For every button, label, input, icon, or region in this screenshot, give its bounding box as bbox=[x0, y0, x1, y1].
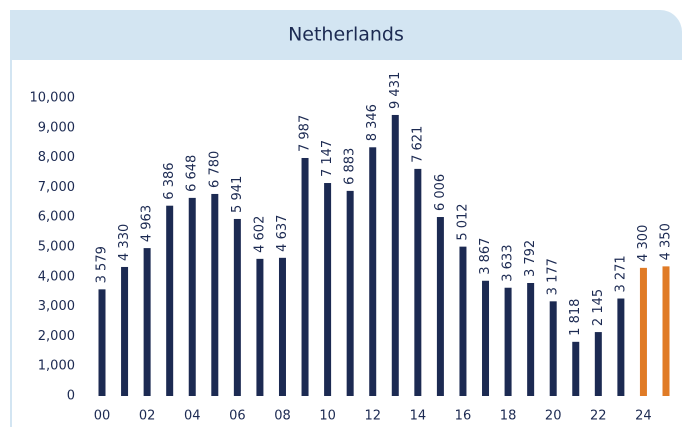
value-label: 7 621 bbox=[410, 126, 425, 163]
bar bbox=[527, 282, 535, 396]
value-label: 3 867 bbox=[478, 238, 493, 275]
value-label: 3 792 bbox=[523, 240, 538, 277]
y-tick-label: 0 bbox=[67, 389, 75, 404]
value-label: 6 883 bbox=[343, 148, 358, 185]
value-label: 4 300 bbox=[636, 225, 651, 262]
y-tick-label: 8,000 bbox=[38, 150, 75, 165]
bar bbox=[369, 147, 377, 396]
x-tick-label: 18 bbox=[500, 409, 517, 424]
x-tick-label: 14 bbox=[410, 409, 427, 424]
bar bbox=[188, 197, 196, 396]
value-label: 6 006 bbox=[433, 174, 448, 211]
bar bbox=[121, 266, 129, 396]
bar bbox=[639, 267, 647, 396]
bar bbox=[301, 157, 309, 396]
x-tick-label: 08 bbox=[274, 409, 291, 424]
y-tick-label: 6,000 bbox=[38, 210, 75, 225]
value-label: 6 780 bbox=[207, 151, 222, 188]
header-band bbox=[10, 10, 682, 60]
y-tick-label: 4,000 bbox=[38, 269, 75, 284]
x-tick-label: 16 bbox=[455, 409, 472, 424]
bar bbox=[256, 258, 264, 396]
bar bbox=[346, 190, 354, 396]
bar bbox=[572, 341, 580, 396]
value-label: 4 602 bbox=[252, 216, 267, 253]
value-label: 5 012 bbox=[455, 203, 470, 240]
value-label: 3 177 bbox=[546, 258, 561, 295]
value-label: 5 941 bbox=[230, 176, 245, 213]
bar bbox=[436, 217, 444, 396]
value-label: 8 346 bbox=[365, 104, 380, 141]
bar bbox=[482, 280, 490, 396]
x-tick-label: 00 bbox=[94, 409, 111, 424]
value-label: 6 648 bbox=[185, 155, 200, 192]
bar bbox=[233, 218, 241, 396]
bar bbox=[166, 205, 174, 396]
x-tick-label: 06 bbox=[229, 409, 246, 424]
value-label: 6 386 bbox=[162, 162, 177, 199]
bar bbox=[98, 289, 106, 396]
value-label: 4 330 bbox=[117, 224, 132, 261]
bar bbox=[594, 332, 602, 396]
x-tick-label: 20 bbox=[545, 409, 562, 424]
value-label: 9 431 bbox=[388, 72, 403, 109]
bar bbox=[504, 287, 512, 396]
value-label: 4 350 bbox=[659, 223, 674, 260]
bar bbox=[414, 168, 422, 396]
bar bbox=[549, 301, 557, 396]
bar bbox=[278, 257, 286, 396]
x-tick-label: 24 bbox=[635, 409, 652, 424]
value-label: 4 637 bbox=[275, 215, 290, 252]
x-tick-label: 10 bbox=[319, 409, 336, 424]
value-label: 3 579 bbox=[95, 246, 110, 283]
bar bbox=[459, 246, 467, 396]
value-label: 2 145 bbox=[591, 289, 606, 326]
y-tick-label: 7,000 bbox=[38, 180, 75, 195]
value-label: 1 818 bbox=[568, 299, 583, 336]
x-tick-label: 22 bbox=[590, 409, 607, 424]
y-tick-label: 2,000 bbox=[38, 329, 75, 344]
x-tick-label: 02 bbox=[139, 409, 156, 424]
bar bbox=[324, 183, 332, 396]
y-tick-label: 5,000 bbox=[38, 240, 75, 255]
value-label: 7 147 bbox=[320, 140, 335, 177]
x-tick-label: 12 bbox=[364, 409, 381, 424]
bar bbox=[211, 193, 219, 396]
chart-title: Netherlands bbox=[288, 24, 404, 46]
y-tick-label: 9,000 bbox=[38, 120, 75, 135]
bar bbox=[617, 298, 625, 396]
value-label: 4 963 bbox=[140, 205, 155, 242]
bar bbox=[662, 266, 670, 396]
value-label: 7 987 bbox=[298, 115, 313, 152]
bar bbox=[391, 114, 399, 396]
x-tick-label: 04 bbox=[184, 409, 201, 424]
y-tick-label: 1,000 bbox=[38, 359, 75, 374]
bar bbox=[143, 248, 151, 396]
value-label: 3 633 bbox=[501, 245, 516, 282]
y-tick-label: 3,000 bbox=[38, 299, 75, 314]
y-tick-label: 10,000 bbox=[30, 91, 76, 106]
value-label: 3 271 bbox=[613, 255, 628, 292]
